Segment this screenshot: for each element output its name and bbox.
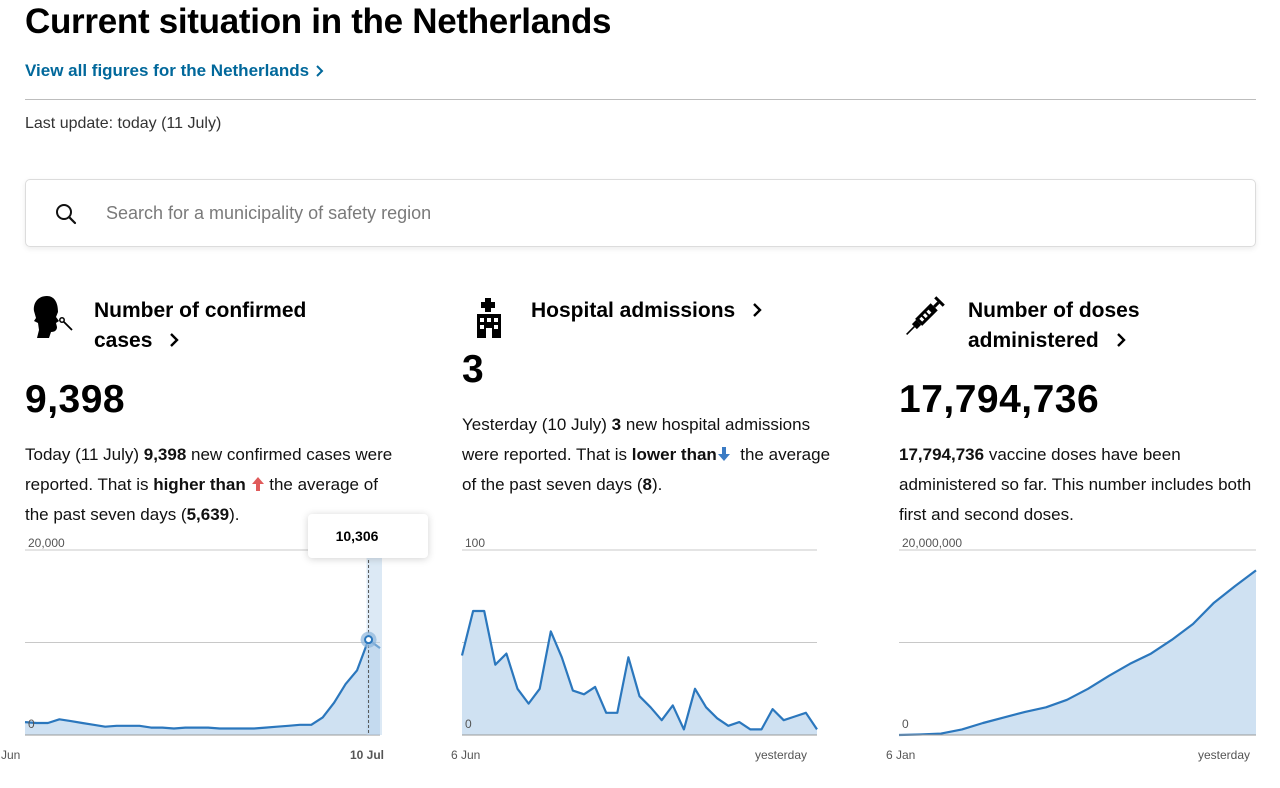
doses-administered-header[interactable]: Number of doses administered [899,290,1279,356]
confirmed-cases-value: 9,398 [25,378,126,421]
divider [25,99,1256,100]
confirmed-cases-card: Number of confirmed cases 9,398 Today (1… [0,290,428,780]
series-line [898,569,1257,737]
y-tick-label: 20,000,000 [902,536,962,550]
y-tick-label: 0 [465,717,472,731]
hospital-admissions-value: 3 [462,348,485,391]
search-input[interactable] [106,190,1226,236]
series-line [24,638,381,730]
confirmed-cases-title: Number of confirmed cases [94,299,307,352]
y-tick-label: 0 [902,717,909,731]
doses-administered-value: 17,794,736 [899,378,1100,421]
series-area [462,611,817,735]
chevron-right-icon [1116,333,1126,347]
last-update: Last update: today (11 July) [25,115,222,132]
y-tick-label: 100 [465,536,485,550]
confirmed-cases-chart[interactable]: 20,000 0 6 Jun 10 Jul [0,520,400,775]
x-tick-label: 6 Jun [451,748,480,762]
arrow-up-icon [251,477,264,491]
chevron-right-icon [170,333,179,347]
hospital-admissions-chart[interactable]: 100 0 6 Jun yesterday [437,536,837,775]
hospital-admissions-description: Yesterday (10 July) 3 new hospital admis… [462,415,831,494]
hospital-icon [477,298,501,338]
confirmed-cases-chart-svg: 20,000 0 6 Jun 10 Jul [0,520,384,762]
page-title: Current situation in the Netherlands [25,2,612,41]
doses-administered-chart-svg: 20,000,000 0 6 Jan yesterday [886,536,1257,762]
confirmed-cases-description: Today (11 July) 9,398 new confirmed case… [25,445,393,524]
hospital-admissions-header[interactable]: Hospital admissions [462,290,842,342]
hover-point [364,635,374,645]
x-tick-label: yesterday [1198,748,1250,762]
syringe-icon [906,296,945,335]
series-area [25,639,380,735]
doses-administered-card: Number of doses administered 17,794,736 … [886,290,1279,780]
chevron-right-icon [316,65,324,77]
x-tick-label: yesterday [755,748,807,762]
chart-tooltip: 10,306 [308,514,428,558]
series-line [460,609,818,731]
person-test-swab-icon [33,296,73,338]
doses-administered-description: 17,794,736 vaccine doses have been admin… [899,445,1252,524]
hospital-admissions-card: Hospital admissions 3 Yesterday (10 July… [451,290,842,780]
x-tick-label: 10 Jul [350,748,384,762]
doses-administered-chart[interactable]: 20,000,000 0 6 Jan yesterday [874,536,1274,775]
hospital-admissions-chart-svg: 100 0 6 Jun yesterday [451,536,818,762]
x-tick-label: 6 Jan [886,748,915,762]
all-figures-link[interactable]: View all figures for the Netherlands [25,61,325,81]
confirmed-cases-header[interactable]: Number of confirmed cases [25,290,405,356]
x-tick-label: 6 Jun [0,748,20,762]
doses-administered-title: Number of doses administered [968,299,1140,352]
search-box[interactable] [25,179,1256,247]
search-icon [56,204,77,225]
y-tick-label: 0 [28,717,35,731]
hospital-admissions-title: Hospital admissions [531,299,736,322]
chevron-right-icon [753,303,762,317]
series-area [899,570,1256,735]
arrow-down-icon [717,447,730,461]
y-tick-label: 20,000 [28,536,65,550]
all-figures-label: View all figures for the Netherlands [25,61,310,80]
